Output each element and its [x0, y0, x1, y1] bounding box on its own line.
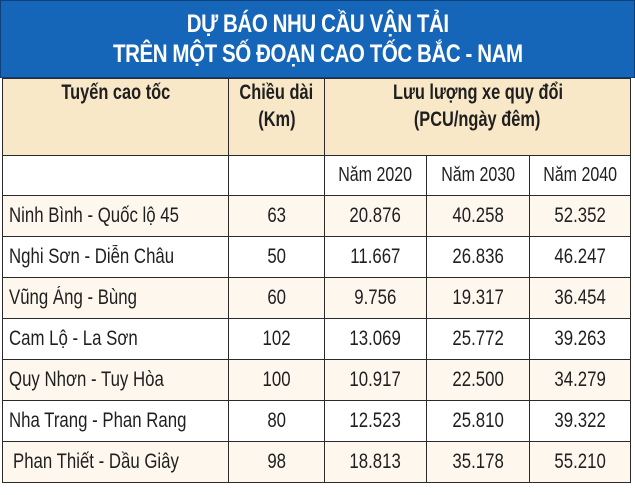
route-length: 80 [228, 400, 325, 442]
table-row: Nha Trang - Phan Rang 80 12.523 25.810 3… [2, 400, 632, 442]
traffic-2030: 26.836 [426, 236, 530, 278]
traffic-2030: 25.772 [426, 318, 530, 360]
traffic-2030: 35.178 [426, 441, 530, 483]
traffic-2020: 9.756 [324, 277, 427, 319]
route-length: 100 [228, 359, 325, 401]
route-length: 63 [228, 195, 325, 237]
route-name: Vũng Áng - Bùng [2, 277, 229, 319]
traffic-2040: 36.454 [528, 277, 632, 319]
table-row: Nghi Sơn - Diễn Châu 50 11.667 26.836 46… [2, 236, 632, 278]
traffic-2040: 39.322 [528, 400, 632, 442]
traffic-2030: 22.500 [426, 359, 530, 401]
traffic-2020: 13.069 [324, 318, 427, 360]
traffic-2020: 12.523 [324, 400, 427, 442]
route-name: Phan Thiết - Dầu Giây [2, 441, 229, 483]
empty-cell [228, 155, 325, 196]
table-row: Phan Thiết - Dầu Giây 98 18.813 35.178 5… [2, 441, 632, 483]
header-traffic: Lưu lượng xe quy đổi (PCU/ngày đêm) [323, 78, 632, 156]
traffic-2030: 25.810 [426, 400, 530, 442]
route-length: 50 [228, 236, 325, 278]
empty-cell [2, 155, 229, 196]
traffic-2040: 34.279 [528, 359, 632, 401]
route-length: 98 [228, 441, 325, 483]
route-name: Nha Trang - Phan Rang [2, 400, 229, 442]
header-length: Chiều dài (Km) [228, 78, 325, 156]
table-row: Quy Nhơn - Tuy Hòa 100 10.917 22.500 34.… [2, 359, 632, 401]
traffic-2040: 52.352 [528, 195, 632, 237]
route-name: Cam Lộ - La Sơn [2, 318, 229, 360]
route-name: Nghi Sơn - Diễn Châu [2, 236, 229, 278]
traffic-2020: 18.813 [324, 441, 427, 483]
year-header-row: Năm 2020 Năm 2030 Năm 2040 [2, 155, 632, 196]
year-2040-header: Năm 2040 [528, 155, 632, 196]
traffic-2020: 11.667 [324, 236, 427, 278]
traffic-2040: 46.247 [528, 236, 632, 278]
year-2020-header: Năm 2020 [324, 155, 427, 196]
route-name: Quy Nhơn - Tuy Hòa [2, 359, 229, 401]
table-row: Vũng Áng - Bùng 60 9.756 19.317 36.454 [2, 277, 632, 319]
table-row: Cam Lộ - La Sơn 102 13.069 25.772 39.263 [2, 318, 632, 360]
title-banner: DỰ BÁO NHU CẦU VẬN TẢI TRÊN MỘT SỐ ĐOẠN … [0, 0, 635, 78]
route-length: 102 [228, 318, 325, 360]
title-line-2: TRÊN MỘT SỐ ĐOẠN CAO TỐC BẮC - NAM [112, 40, 523, 68]
traffic-2040: 55.210 [528, 441, 632, 483]
traffic-2020: 10.917 [324, 359, 427, 401]
forecast-table: Tuyến cao tốc Chiều dài (Km) Lưu lượng x… [2, 78, 632, 483]
route-length: 60 [228, 277, 325, 319]
traffic-2030: 40.258 [426, 195, 530, 237]
table-row: Ninh Bình - Quốc lộ 45 63 20.876 40.258 … [2, 195, 632, 237]
year-2030-header: Năm 2030 [426, 155, 530, 196]
traffic-2030: 19.317 [426, 277, 530, 319]
title-line-1: DỰ BÁO NHU CẦU VẬN TẢI [186, 10, 449, 38]
route-name: Ninh Bình - Quốc lộ 45 [2, 195, 229, 237]
traffic-2020: 20.876 [324, 195, 427, 237]
table-header-row: Tuyến cao tốc Chiều dài (Km) Lưu lượng x… [2, 78, 632, 156]
traffic-2040: 39.263 [528, 318, 632, 360]
header-route: Tuyến cao tốc [2, 78, 229, 156]
